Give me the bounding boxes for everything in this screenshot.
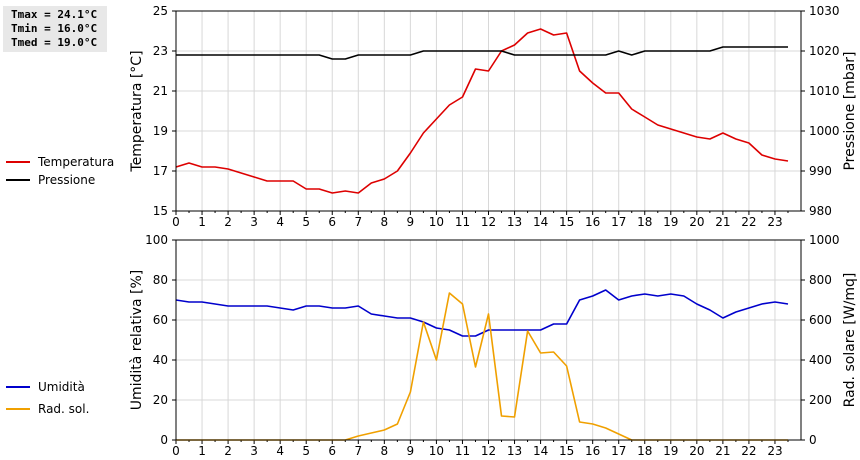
panel1-plot-frame	[175, 10, 802, 212]
panel2-x-tick-label: 23	[767, 444, 782, 458]
panel1-x-tick-label: 16	[585, 215, 600, 229]
panel1-x-tick-label: 23	[767, 215, 782, 229]
panel2-x-tick-label: 20	[689, 444, 704, 458]
panel2-x-tick-label: 22	[741, 444, 756, 458]
panel2-x-tick-label: 3	[250, 444, 258, 458]
panel1-x-tick-label: 6	[328, 215, 336, 229]
panel2-x-tick-label: 10	[429, 444, 444, 458]
stats-tmed: Tmed = 19.0°C	[11, 36, 98, 49]
panel2-x-tick-label: 4	[276, 444, 284, 458]
panel1-y2-tick-label: 1010	[809, 84, 840, 98]
panel1-x-tick-label: 3	[250, 215, 258, 229]
panel1-x-tick-label: 9	[407, 215, 415, 229]
panel1-y-tick-label: 15	[153, 204, 168, 218]
panel2-x-tick-label: 1	[198, 444, 206, 458]
panel1-x-tick-label: 5	[302, 215, 310, 229]
panel1-x-tick-label: 0	[172, 215, 180, 229]
stats-box: Tmax = 24.1°C Tmin = 16.0°C Tmed = 19.0°…	[3, 6, 107, 52]
panel2-y2-tick-label: 200	[809, 393, 832, 407]
panel2-x-tick-label: 16	[585, 444, 600, 458]
panel1-x-tick-label: 19	[663, 215, 678, 229]
panel2-x-tick-label: 12	[481, 444, 496, 458]
panel2-series-rad-sol-line	[176, 292, 788, 441]
panel2-x-tick-label: 13	[507, 444, 522, 458]
panel2-x-tick-label: 19	[663, 444, 678, 458]
panel2-y2-tick-label: 400	[809, 353, 832, 367]
panel2-x-tick-label: 15	[559, 444, 574, 458]
panel2-y-tick-label: 0	[160, 433, 168, 447]
panel2-y-tick-label: 60	[153, 313, 168, 327]
panel2-y-tick-label: 20	[153, 393, 168, 407]
stats-tmax: Tmax = 24.1°C	[11, 8, 98, 21]
panel1-x-tick-label: 4	[276, 215, 284, 229]
panel2-legend-label-umidit: Umidità	[38, 380, 85, 394]
panel1-y2-axis-label: Pressione [mbar]	[842, 51, 858, 170]
panel2-y2-tick-label: 0	[809, 433, 817, 447]
panel2-plot-frame	[175, 239, 802, 441]
panel2-x-tick-label: 18	[637, 444, 652, 458]
panel1-x-tick-label: 21	[715, 215, 730, 229]
panel2-legend-label-rad-sol: Rad. sol.	[38, 402, 89, 416]
panel2-x-tick-label: 21	[715, 444, 730, 458]
panel1-x-tick-label: 17	[611, 215, 626, 229]
panel2-y-tick-label: 40	[153, 353, 168, 367]
panel1-y-axis-label: Temperatura [°C]	[129, 50, 145, 172]
panel2-y2-tick-label: 600	[809, 313, 832, 327]
panel2-x-tick-label: 2	[224, 444, 232, 458]
panel1-series-temperatura-line	[175, 28, 789, 194]
panel1-x-tick-label: 14	[533, 215, 548, 229]
panel1-y2-tick-label: 990	[809, 164, 832, 178]
panel2-x-tick-label: 8	[381, 444, 389, 458]
panel1-y2-tick-label: 1030	[809, 4, 840, 18]
panel2-y-axis-label: Umidità relativa [%]	[129, 270, 145, 411]
stats-tmin: Tmin = 16.0°C	[11, 22, 98, 35]
panel1-y-tick-label: 21	[153, 84, 168, 98]
panel1-y2-tick-label: 1020	[809, 44, 840, 58]
panel2-series-umidit-line	[175, 289, 789, 337]
panel2-x-tick-label: 9	[407, 444, 415, 458]
panel1-y-tick-label: 19	[153, 124, 168, 138]
panel2-x-tick-label: 6	[328, 444, 336, 458]
panel1-x-tick-label: 18	[637, 215, 652, 229]
panel1-x-tick-label: 2	[224, 215, 232, 229]
panel2-x-tick-label: 5	[302, 444, 310, 458]
panel1-x-tick-label: 15	[559, 215, 574, 229]
panel1-x-tick-label: 10	[429, 215, 444, 229]
panel1-y2-tick-label: 980	[809, 204, 832, 218]
panel2-y-tick-label: 100	[145, 233, 168, 247]
panel1-x-tick-label: 12	[481, 215, 496, 229]
panel2-y2-axis-label: Rad. solare [W/mq]	[842, 273, 858, 408]
panel1-series-pressione-line	[176, 46, 788, 60]
panel1-x-tick-label: 22	[741, 215, 756, 229]
panel1-y2-tick-label: 1000	[809, 124, 840, 138]
panel2-y2-tick-label: 800	[809, 273, 832, 287]
panel1-legend-label-temperatura: Temperatura	[37, 155, 114, 169]
panel1-x-tick-label: 20	[689, 215, 704, 229]
panel2-x-tick-label: 11	[455, 444, 470, 458]
panel2-x-tick-label: 14	[533, 444, 548, 458]
panel1-y-tick-label: 25	[153, 4, 168, 18]
panel1-legend-label-pressione: Pressione	[38, 173, 95, 187]
panel1-x-tick-label: 1	[198, 215, 206, 229]
panel1-y-tick-label: 23	[153, 44, 168, 58]
panel1-x-tick-label: 7	[354, 215, 362, 229]
panel1-y-tick-label: 17	[153, 164, 168, 178]
panel2-y-tick-label: 80	[153, 273, 168, 287]
panel2-x-tick-label: 7	[354, 444, 362, 458]
panel2-x-tick-label: 17	[611, 444, 626, 458]
panel2-y2-tick-label: 1000	[809, 233, 840, 247]
panel1-x-tick-label: 13	[507, 215, 522, 229]
panel1-x-tick-label: 11	[455, 215, 470, 229]
panel1-x-tick-label: 8	[381, 215, 389, 229]
panel2-x-tick-label: 0	[172, 444, 180, 458]
